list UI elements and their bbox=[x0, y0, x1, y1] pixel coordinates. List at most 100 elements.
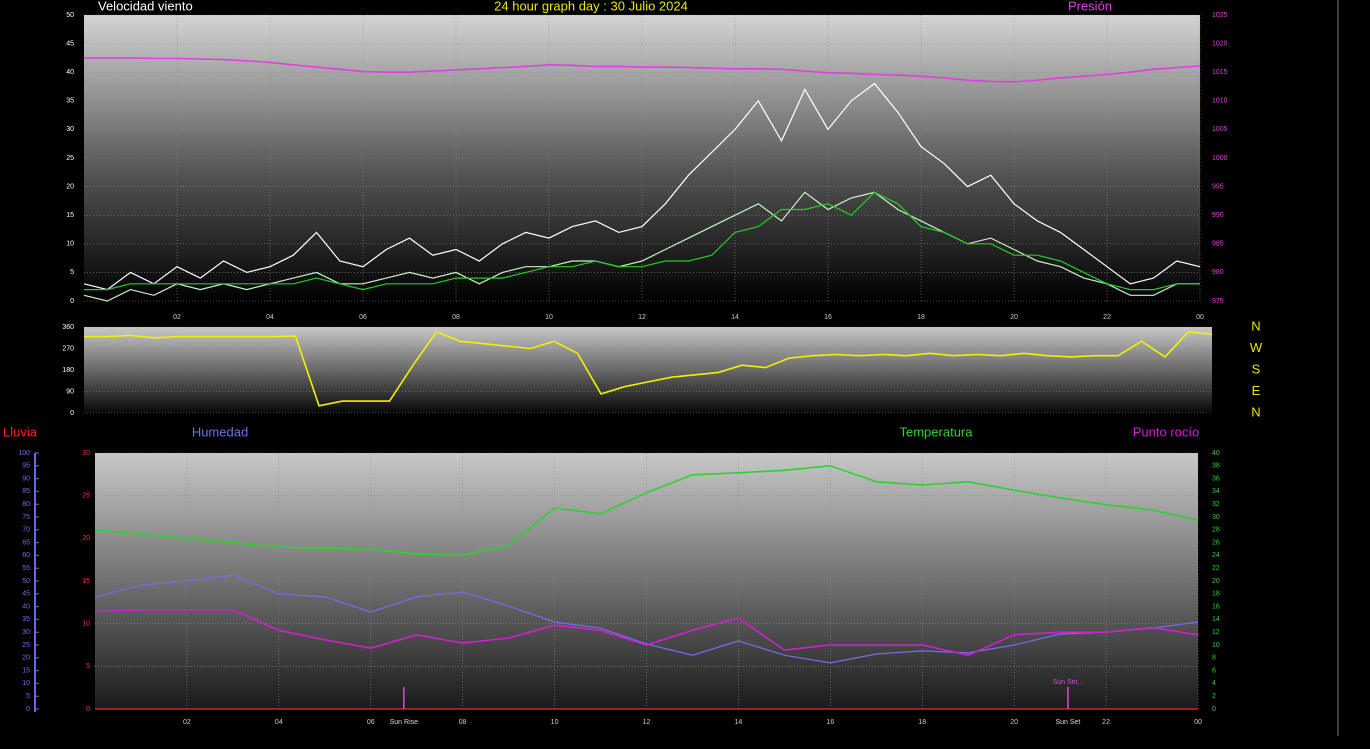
y3-tick-label: 20 bbox=[22, 655, 30, 662]
y2-tick-label: 40 bbox=[1212, 450, 1220, 457]
x-tick-label: 18 bbox=[917, 314, 925, 321]
y2-tick-label: 10 bbox=[1212, 642, 1220, 649]
y2-tick-label: 985 bbox=[1212, 241, 1224, 248]
y3-tick-label: 80 bbox=[22, 501, 30, 508]
x-tick-label: 12 bbox=[643, 719, 651, 726]
y-tick-label: 0 bbox=[70, 298, 74, 305]
x-tick-label: 10 bbox=[551, 719, 559, 726]
x-tick-label: 16 bbox=[826, 719, 834, 726]
x-tick-label: 12 bbox=[638, 314, 646, 321]
y2-tick-label: 32 bbox=[1212, 501, 1220, 508]
y-tick-label: 40 bbox=[66, 69, 74, 76]
y-tick-label: 360 bbox=[62, 324, 74, 331]
x-tick-label: 16 bbox=[824, 314, 832, 321]
x-tick-label: 04 bbox=[275, 719, 283, 726]
y2-tick-label: 18 bbox=[1212, 591, 1220, 598]
y-tick-label: 5 bbox=[70, 269, 74, 276]
y2-tick-label: 22 bbox=[1212, 565, 1220, 572]
y2-tick-label: 1025 bbox=[1212, 12, 1228, 19]
y3-tick-label: 95 bbox=[22, 463, 30, 470]
y3-tick-label: 50 bbox=[22, 578, 30, 585]
y3-tick-label: 90 bbox=[22, 475, 30, 482]
series-name: Humedad bbox=[192, 424, 248, 439]
y3-tick-label: 70 bbox=[22, 527, 30, 534]
y2-tick-label: 1015 bbox=[1212, 69, 1228, 76]
x-tick-label: 00 bbox=[1194, 719, 1202, 726]
y-tick-label: 25 bbox=[66, 155, 74, 162]
x-tick-label: 20 bbox=[1010, 314, 1018, 321]
series-line bbox=[94, 574, 1199, 664]
series-line bbox=[84, 330, 1213, 407]
y-tick-label: 270 bbox=[62, 345, 74, 352]
y-tick-label: 0 bbox=[70, 410, 74, 417]
pressure-label: Presión bbox=[1068, 0, 1112, 13]
y2-tick-label: 14 bbox=[1212, 616, 1220, 623]
y-tick-label: 50 bbox=[66, 12, 74, 19]
y2-tick-label: 0 bbox=[1212, 706, 1216, 713]
series-line bbox=[84, 191, 1200, 291]
y2-tick-label: 1000 bbox=[1212, 155, 1228, 162]
y3-tick-label: 85 bbox=[22, 488, 30, 495]
wind-label: Velocidad viento bbox=[98, 0, 193, 13]
y-tick-label: 15 bbox=[66, 212, 74, 219]
x-tick-label: 08 bbox=[459, 719, 467, 726]
y2-tick-label: 38 bbox=[1212, 463, 1220, 470]
x-tick-label: 10 bbox=[545, 314, 553, 321]
x-tick-label: 22 bbox=[1103, 314, 1111, 321]
y3-tick-label: 30 bbox=[22, 629, 30, 636]
x-tick-label: 04 bbox=[266, 314, 274, 321]
sun-label: Sun Rise bbox=[390, 719, 419, 726]
y3-tick-label: 0 bbox=[26, 706, 30, 713]
y2-tick-label: 34 bbox=[1212, 488, 1220, 495]
y3-tick-label: 25 bbox=[22, 642, 30, 649]
y-tick-label: 30 bbox=[66, 126, 74, 133]
y3-tick-label: 100 bbox=[18, 450, 30, 457]
chart-title: 24 hour graph day : 30 Julio 2024 bbox=[494, 0, 688, 13]
series-line bbox=[84, 57, 1201, 83]
series-name: Punto rocío bbox=[1133, 424, 1200, 439]
y2-tick-label: 20 bbox=[1212, 578, 1220, 585]
y2-tick-label: S bbox=[1252, 361, 1261, 376]
y2-tick-label: 8 bbox=[1212, 655, 1216, 662]
y2-tick-label: N bbox=[1251, 404, 1260, 419]
y2-tick-label: 995 bbox=[1212, 183, 1224, 190]
series-name: Lluvia bbox=[3, 424, 38, 439]
y3-tick-label: 60 bbox=[22, 552, 30, 559]
series-line bbox=[94, 609, 1199, 657]
y-tick-label: 5 bbox=[86, 663, 90, 670]
y3-tick-label: 15 bbox=[22, 667, 30, 674]
x-tick-label: 18 bbox=[918, 719, 926, 726]
y-tick-label: 35 bbox=[66, 98, 74, 105]
x-tick-label: 02 bbox=[183, 719, 191, 726]
y2-tick-label: E bbox=[1252, 383, 1261, 398]
y2-tick-label: N bbox=[1251, 318, 1260, 333]
y2-tick-label: 16 bbox=[1212, 603, 1220, 610]
y3-tick-label: 55 bbox=[22, 565, 30, 572]
y-tick-label: 25 bbox=[82, 493, 90, 500]
y3-tick-label: 75 bbox=[22, 514, 30, 521]
y-tick-label: 10 bbox=[82, 621, 90, 628]
y3-tick-label: 10 bbox=[22, 680, 30, 687]
y2-tick-label: 30 bbox=[1212, 514, 1220, 521]
y-tick-label: 180 bbox=[62, 367, 74, 374]
x-tick-label: 14 bbox=[735, 719, 743, 726]
y3-tick-label: 40 bbox=[22, 603, 30, 610]
y2-tick-label: 1020 bbox=[1212, 40, 1228, 47]
x-tick-label: 06 bbox=[359, 314, 367, 321]
y2-tick-label: 975 bbox=[1212, 298, 1224, 305]
y-tick-label: 20 bbox=[66, 183, 74, 190]
y2-tick-label: 1005 bbox=[1212, 126, 1228, 133]
y-tick-label: 45 bbox=[66, 40, 74, 47]
series-name: Temperatura bbox=[900, 424, 974, 439]
y3-tick-label: 35 bbox=[22, 616, 30, 623]
y-tick-label: 90 bbox=[66, 388, 74, 395]
y2-tick-label: 980 bbox=[1212, 269, 1224, 276]
y-tick-label: 20 bbox=[82, 535, 90, 542]
y-tick-label: 30 bbox=[82, 450, 90, 457]
x-tick-label: 14 bbox=[731, 314, 739, 321]
sun-label-upper: Sun Set... bbox=[1053, 679, 1084, 686]
x-tick-label: 08 bbox=[452, 314, 460, 321]
y3-tick-label: 45 bbox=[22, 591, 30, 598]
series-line bbox=[83, 82, 1201, 291]
